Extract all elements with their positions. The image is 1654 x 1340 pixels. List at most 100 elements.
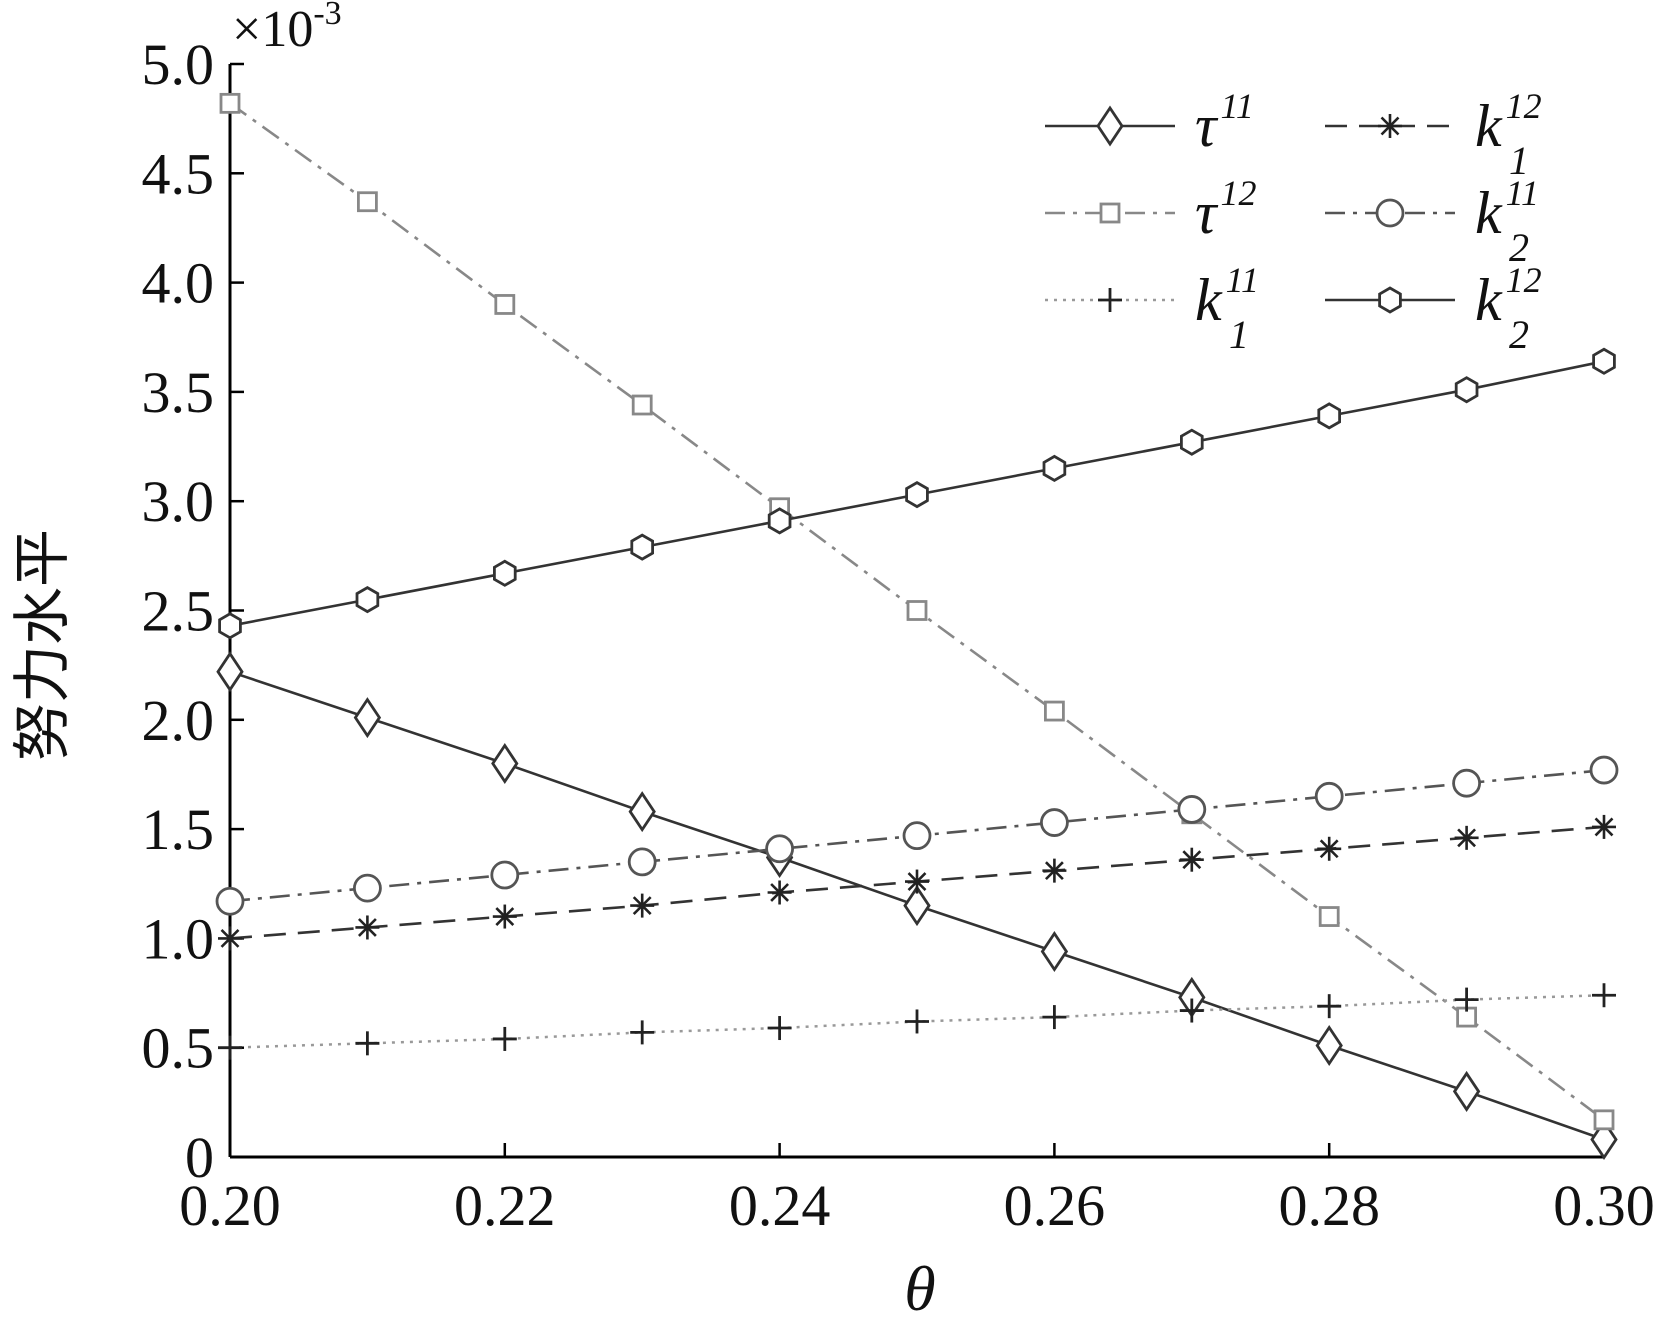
y-tick-label: 5.0 [142, 32, 215, 97]
data-point [1318, 906, 1340, 927]
y-tick-label: 3.5 [142, 360, 215, 425]
data-point [630, 533, 654, 561]
data-point [1452, 1070, 1481, 1112]
data-point [627, 847, 657, 877]
data-point [1452, 768, 1481, 798]
data-point [1040, 930, 1069, 973]
series-layer [215, 92, 1619, 1161]
legend-entry: τ 11 [1045, 86, 1254, 159]
data-point [355, 1031, 380, 1056]
y-tick-label: 2.0 [142, 688, 215, 753]
data-point [215, 886, 245, 916]
data-point [218, 1035, 242, 1060]
x-tick-label: 0.28 [1278, 1173, 1380, 1238]
axes: 0.20 0.22 0.24 0.26 0.28 0.30 0 0.5 1.0 1.5 2.0 2.5… [142, 32, 1654, 1238]
series-k212 [218, 347, 1616, 640]
legend-marker [1099, 202, 1121, 224]
legend-entry: τ 12 [1045, 173, 1256, 246]
data-point [906, 600, 928, 621]
data-point [1042, 1005, 1067, 1030]
data-point [1454, 376, 1479, 404]
data-point [353, 697, 382, 739]
data-point [491, 742, 519, 785]
legend-label: k 11 2 [1475, 173, 1539, 270]
y-tick-label: 2.5 [142, 579, 215, 644]
data-point [767, 880, 792, 905]
data-point [905, 480, 929, 509]
data-point [1593, 1109, 1615, 1131]
data-point [1180, 428, 1204, 456]
data-point [767, 1016, 792, 1041]
data-point [767, 507, 792, 535]
series-k211 [215, 755, 1619, 916]
legend-marker [1096, 105, 1124, 147]
data-point [492, 1026, 517, 1051]
legend-entry: k 12 1 [1325, 86, 1542, 183]
data-point [216, 651, 244, 693]
legend-marker [1378, 286, 1402, 314]
x-tick-label: 0.24 [729, 1173, 831, 1238]
data-point [1314, 781, 1344, 811]
y-tick-label: 0 [185, 1125, 214, 1190]
data-point [356, 191, 378, 213]
data-point [1177, 795, 1207, 824]
data-point [352, 873, 382, 903]
data-point [905, 1009, 929, 1034]
x-axis-label: θ [904, 1253, 935, 1324]
series-k112 [218, 814, 1616, 951]
data-point [1454, 987, 1479, 1012]
data-point [492, 904, 517, 929]
x-tick-label: 0.30 [1553, 1173, 1654, 1238]
data-point [1592, 983, 1616, 1008]
legend-label: τ 11 [1195, 86, 1254, 159]
legend: τ 11 τ 12 k 11 1 k 12 1k 11 2k 12 2 [1045, 86, 1542, 357]
legend-label: k 11 1 [1195, 260, 1259, 357]
y-tick-label: 1.5 [142, 797, 215, 862]
data-point [492, 559, 517, 587]
x-tick-label: 0.20 [179, 1173, 281, 1238]
data-point [1317, 836, 1342, 861]
legend-label: τ 12 [1195, 173, 1256, 246]
data-point [903, 885, 931, 927]
data-point [1454, 825, 1479, 850]
data-point [1042, 454, 1067, 483]
data-point [494, 294, 516, 315]
data-point [355, 585, 380, 614]
data-point [630, 893, 655, 918]
data-point [1317, 402, 1341, 430]
legend-marker [1098, 288, 1122, 312]
legend-entry: k 11 2 [1325, 173, 1539, 270]
y-tick-label: 4.5 [142, 141, 215, 206]
series-τ11 [216, 651, 1618, 1161]
series-τ12 [219, 92, 1615, 1131]
data-point [218, 926, 242, 951]
data-point [1042, 858, 1067, 883]
data-point [490, 860, 520, 890]
data-point [765, 834, 794, 864]
data-point [1315, 1024, 1343, 1067]
legend-label: k 12 2 [1475, 260, 1542, 357]
data-point [1179, 847, 1204, 872]
legend-marker [1375, 198, 1405, 228]
legend-entry: k 12 2 [1325, 260, 1542, 357]
data-point [1179, 998, 1204, 1023]
legend-label: k 12 1 [1475, 86, 1542, 183]
data-point [905, 869, 929, 894]
data-point [1590, 1118, 1618, 1161]
y-tick-label: 4.0 [142, 251, 215, 316]
data-point [1592, 814, 1616, 839]
y-tick-label: 0.5 [142, 1016, 215, 1081]
y-tick-label: 1.0 [142, 906, 215, 971]
data-point [1592, 347, 1616, 375]
series-k111 [218, 983, 1616, 1060]
data-point [1040, 808, 1069, 837]
data-point [630, 1020, 655, 1045]
data-point [218, 612, 242, 640]
data-point [355, 915, 380, 940]
x-tick-label: 0.22 [454, 1173, 556, 1238]
data-point [1044, 700, 1065, 722]
x-tick-label: 0.26 [1004, 1173, 1106, 1238]
series-line [229, 993, 1605, 1049]
data-point [1589, 755, 1619, 785]
y-axis-label: 努力水平 [8, 529, 76, 761]
